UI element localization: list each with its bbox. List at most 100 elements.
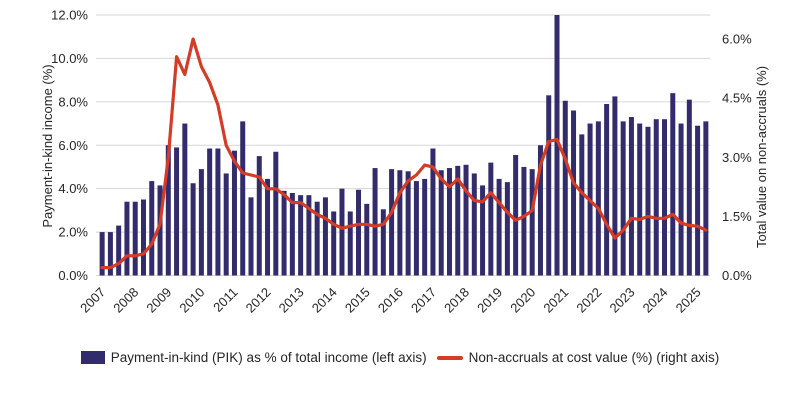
legend-label-pik: Payment-in-kind (PIK) as % of total inco… <box>110 350 427 365</box>
bar <box>132 201 138 276</box>
bar <box>339 188 345 276</box>
bar <box>455 165 461 276</box>
bar <box>157 185 163 276</box>
bar <box>604 104 610 276</box>
bar <box>413 181 419 276</box>
bar <box>446 168 452 276</box>
bar <box>496 178 502 276</box>
right-axis-tick-label: 4.5% <box>722 91 752 106</box>
bar <box>571 110 577 276</box>
bar <box>314 201 320 276</box>
bar <box>298 195 304 276</box>
right-axis-tick-label: 1.5% <box>722 209 752 224</box>
chart-canvas: 0.0% 2.0% 4.0% 6.0% 8.0% 10.0% 12.0% 0.0% 1.5% 3.… <box>40 8 769 316</box>
x-axis-year-label: 2008 <box>110 285 141 316</box>
left-axis-tick-label: 4.0% <box>58 181 88 196</box>
x-axis-year-label: 2012 <box>243 285 274 316</box>
bar <box>389 169 395 276</box>
x-axis-year-label: 2009 <box>143 285 174 316</box>
bar <box>678 123 684 276</box>
bar <box>364 203 370 276</box>
x-axis-year-label: 2015 <box>342 285 373 316</box>
bar <box>380 209 386 276</box>
bar <box>405 171 411 276</box>
right-axis-tick-label: 0.0% <box>722 268 752 283</box>
bar <box>695 125 701 276</box>
x-axis-year-label: 2007 <box>77 285 108 316</box>
legend-label-nonaccruals: Non-accruals at cost value (%) (right ax… <box>468 350 720 365</box>
x-axis-year-label: 2011 <box>210 285 240 315</box>
bar <box>463 164 469 276</box>
legend-item-nonaccruals: Non-accruals at cost value (%) (right ax… <box>436 350 720 365</box>
bar <box>686 99 692 276</box>
bar <box>513 155 519 276</box>
bar <box>703 121 709 276</box>
x-axis-year-label: 2016 <box>375 285 406 316</box>
bar <box>529 169 535 276</box>
bar <box>430 148 436 276</box>
bar <box>422 178 428 276</box>
chart-legend: Payment-in-kind (PIK) as % of total inco… <box>0 350 800 365</box>
x-axis-year-label: 2024 <box>640 285 671 316</box>
left-axis-tick-label: 0.0% <box>58 268 88 283</box>
bar <box>670 93 676 276</box>
x-axis-year-label: 2022 <box>573 285 604 316</box>
bar <box>504 182 510 276</box>
bar <box>620 121 626 276</box>
legend-item-pik: Payment-in-kind (PIK) as % of total inco… <box>80 350 427 365</box>
bar <box>488 162 494 276</box>
x-axis-year-label: 2017 <box>408 285 439 316</box>
x-axis-year-label: 2018 <box>441 285 472 316</box>
bar <box>140 199 146 276</box>
bar <box>289 193 295 276</box>
bar-series <box>99 15 709 276</box>
bar <box>322 197 328 276</box>
right-axis-tick-label: 3.0% <box>722 150 752 165</box>
bar <box>579 134 585 276</box>
left-axis-tick-label: 10.0% <box>51 51 88 66</box>
bar <box>537 145 543 276</box>
bar <box>356 189 362 276</box>
bar <box>480 185 486 276</box>
bar <box>521 166 527 276</box>
x-axis-year-label: 2010 <box>176 285 207 316</box>
bar <box>546 95 552 276</box>
x-axis-ticks: 2007 2008 2009 2010 2011 2012 2013 2014 2015 2016… <box>77 285 704 316</box>
x-axis-year-label: 2025 <box>673 285 704 316</box>
left-axis-ticks: 0.0% 2.0% 4.0% 6.0% 8.0% 10.0% 12.0% <box>51 8 88 284</box>
bar <box>190 183 196 276</box>
bar <box>207 148 213 276</box>
bar <box>165 145 171 276</box>
bar <box>231 150 237 276</box>
bar <box>240 121 246 276</box>
bar <box>281 190 287 276</box>
bar-series-swatch-icon <box>80 351 105 364</box>
bar <box>273 151 279 276</box>
bar <box>182 123 188 276</box>
bar <box>215 148 221 276</box>
line-series <box>100 37 708 270</box>
bar <box>562 100 568 276</box>
bar <box>397 170 403 276</box>
x-axis-year-label: 2019 <box>474 285 505 316</box>
bar <box>471 173 477 276</box>
bar <box>628 117 634 276</box>
x-axis-year-label: 2021 <box>540 285 571 316</box>
x-axis-year-label: 2020 <box>507 285 538 316</box>
bar <box>554 15 560 276</box>
left-axis-tick-label: 2.0% <box>58 225 88 240</box>
bar <box>612 96 618 276</box>
left-axis-tick-label: 8.0% <box>58 94 88 109</box>
bar <box>438 170 444 276</box>
bar <box>198 169 204 276</box>
bar <box>256 156 262 276</box>
bar <box>637 123 643 276</box>
x-axis-year-label: 2014 <box>309 285 340 316</box>
bar <box>124 201 130 276</box>
bar <box>331 211 337 276</box>
bar <box>248 197 254 276</box>
line-series-swatch-icon <box>436 355 463 360</box>
right-axis-title: Total value on non-accruals (%) <box>754 66 769 248</box>
left-axis-tick-label: 12.0% <box>51 8 88 23</box>
